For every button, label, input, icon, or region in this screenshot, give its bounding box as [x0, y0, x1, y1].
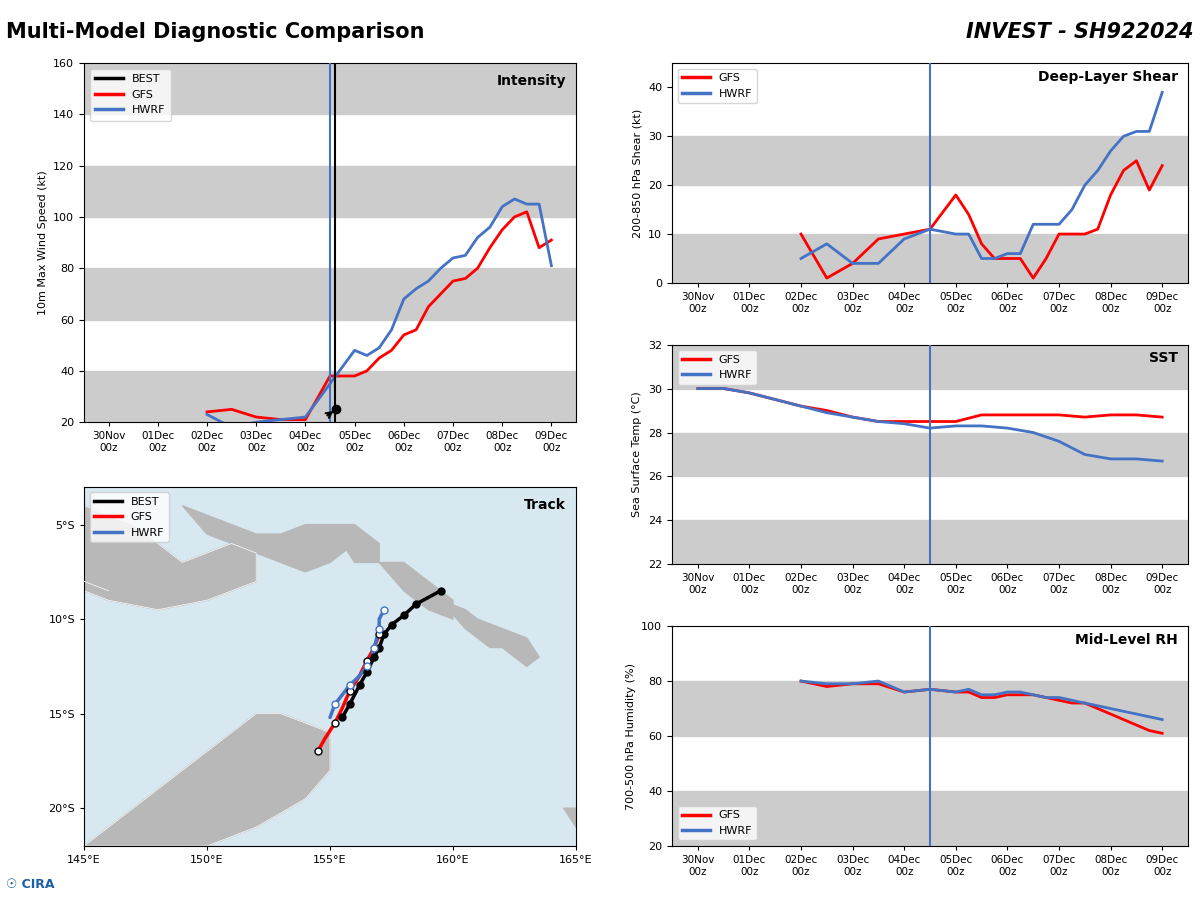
Bar — [84, 268, 576, 320]
Polygon shape — [182, 506, 355, 572]
Polygon shape — [84, 619, 330, 846]
Bar — [84, 371, 576, 422]
Polygon shape — [330, 525, 379, 562]
Text: SST: SST — [1148, 351, 1177, 365]
Bar — [672, 234, 1188, 283]
Polygon shape — [0, 506, 257, 609]
Y-axis label: 200-850 hPa Shear (kt): 200-850 hPa Shear (kt) — [632, 108, 642, 238]
Bar — [672, 520, 1188, 564]
Bar — [672, 791, 1188, 846]
Y-axis label: 10m Max Wind Speed (kt): 10m Max Wind Speed (kt) — [37, 170, 48, 315]
Legend: BEST, GFS, HWRF: BEST, GFS, HWRF — [90, 492, 169, 543]
Text: INVEST - SH922024: INVEST - SH922024 — [966, 22, 1194, 42]
Polygon shape — [379, 562, 454, 619]
Legend: GFS, HWRF: GFS, HWRF — [678, 68, 757, 103]
Bar — [84, 166, 576, 217]
Text: Intensity: Intensity — [497, 74, 566, 88]
Text: Mid-Level RH: Mid-Level RH — [1075, 633, 1177, 647]
Polygon shape — [478, 619, 539, 666]
Legend: GFS, HWRF: GFS, HWRF — [678, 350, 757, 384]
Polygon shape — [564, 808, 625, 856]
Legend: GFS, HWRF: GFS, HWRF — [678, 806, 757, 841]
Text: ☉ CIRA: ☉ CIRA — [6, 878, 54, 891]
Bar — [672, 681, 1188, 736]
Text: Multi-Model Diagnostic Comparison: Multi-Model Diagnostic Comparison — [6, 22, 425, 42]
Legend: BEST, GFS, HWRF: BEST, GFS, HWRF — [90, 68, 170, 121]
Polygon shape — [440, 600, 503, 647]
Y-axis label: Sea Surface Temp (°C): Sea Surface Temp (°C) — [632, 392, 642, 518]
Polygon shape — [613, 695, 637, 752]
Bar — [672, 433, 1188, 476]
Text: Track: Track — [524, 498, 566, 511]
Bar — [84, 63, 576, 114]
Y-axis label: 700-500 hPa Humidity (%): 700-500 hPa Humidity (%) — [625, 662, 636, 809]
Bar — [672, 345, 1188, 389]
Text: Deep-Layer Shear: Deep-Layer Shear — [1038, 69, 1177, 84]
Bar — [672, 136, 1188, 185]
